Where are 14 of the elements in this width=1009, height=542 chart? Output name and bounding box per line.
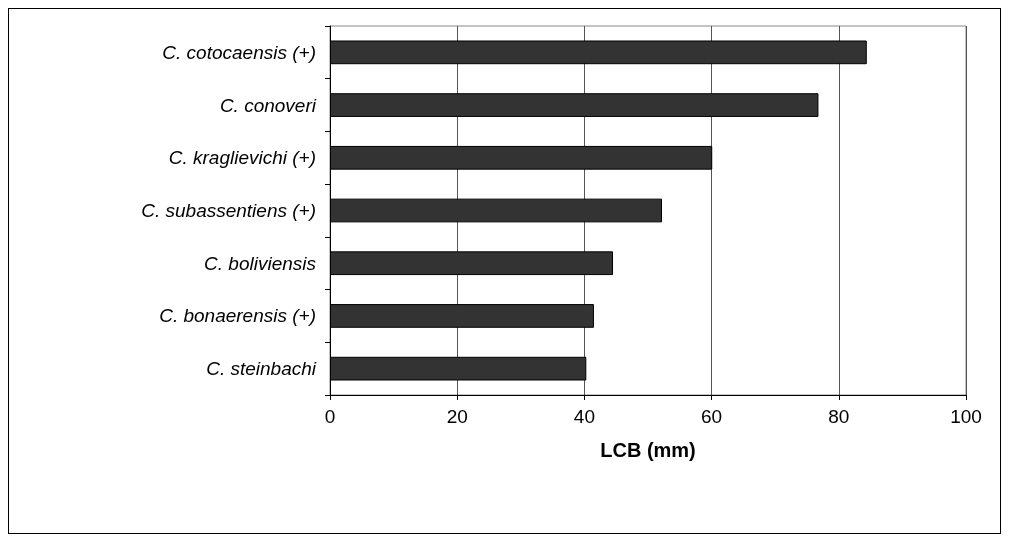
x-axis-title: LCB (mm) — [600, 439, 696, 461]
x-tick-label: 20 — [446, 406, 468, 427]
y-tick-label: C. cotocaensis (+) — [162, 41, 316, 63]
y-tick-label: C. kraglievichi (+) — [168, 147, 316, 169]
x-tick-label: 0 — [324, 406, 336, 427]
y-tick-label: C. bonaerensis (+) — [159, 305, 316, 327]
y-tick-label: C. boliviensis — [204, 252, 317, 274]
x-tick-label: 60 — [701, 406, 723, 427]
y-tick-label: C. steinbachi — [206, 358, 317, 380]
x-tick-label: 80 — [828, 406, 850, 427]
y-tick-label: C. conoveri — [219, 94, 317, 116]
y-tick-label: C. subassentiens (+) — [141, 200, 316, 221]
x-tick-label: 40 — [573, 406, 595, 427]
x-tick-label: 100 — [950, 406, 982, 427]
